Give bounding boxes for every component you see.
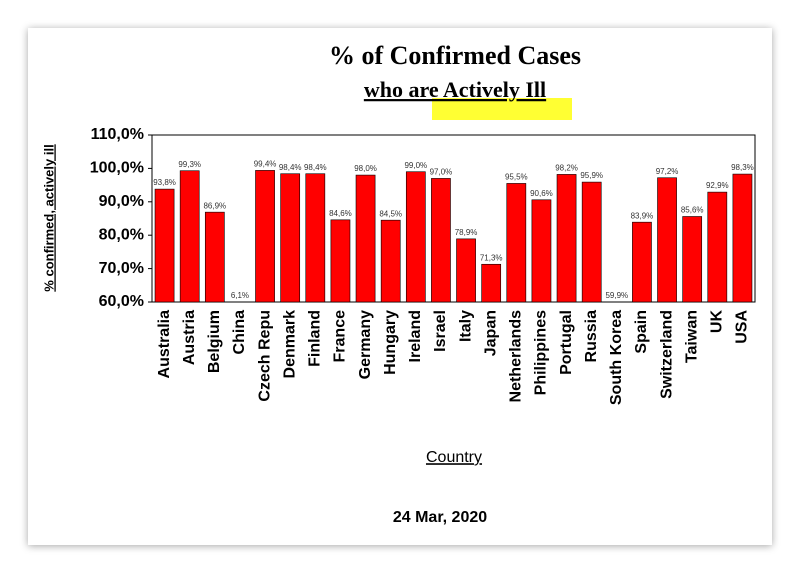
chart-subtitle: who are Actively Ill <box>364 77 546 102</box>
bar <box>732 173 753 303</box>
highlight <box>432 98 572 120</box>
x-tick-label: Philippines <box>533 310 550 395</box>
bar <box>204 211 225 303</box>
y-tick-label: 60,0% <box>99 293 144 310</box>
value-label: 90,6% <box>530 189 553 198</box>
x-tick-label: USA <box>734 310 751 344</box>
value-label: 84,5% <box>379 209 402 218</box>
date: 24 Mar, 2020 <box>393 509 487 526</box>
value-label: 86,9% <box>203 201 226 210</box>
y-tick-label: 110,0% <box>91 126 144 143</box>
bar <box>255 170 275 303</box>
bar <box>380 219 401 303</box>
x-tick-label: Australia <box>156 310 173 379</box>
bar <box>405 171 426 303</box>
value-label: 92,9% <box>706 181 729 190</box>
value-label: 98,4% <box>279 163 302 172</box>
x-tick-label: Spain <box>633 310 650 354</box>
bar <box>355 174 376 303</box>
y-tick-label: 90,0% <box>99 193 144 210</box>
x-tick-label: Hungary <box>382 310 399 375</box>
y-axis-label: % confirmed, actively ill <box>41 144 56 291</box>
value-label: 59,9% <box>605 291 628 300</box>
value-label: 95,5% <box>505 173 528 182</box>
value-label: 84,6% <box>329 209 352 218</box>
value-label: 6,1% <box>231 291 249 300</box>
x-tick-label: Denmark <box>281 310 298 379</box>
bar <box>657 177 677 303</box>
x-tick-label: France <box>332 310 349 363</box>
value-label: 98,0% <box>354 164 377 173</box>
x-tick-label: UK <box>709 310 726 334</box>
value-label: 97,0% <box>430 168 453 177</box>
bar <box>682 216 703 303</box>
value-label: 99,0% <box>404 161 427 170</box>
bar <box>330 219 351 303</box>
bar <box>154 188 175 303</box>
bar <box>707 191 728 303</box>
bar <box>305 173 326 303</box>
x-tick-label: Russia <box>583 310 600 363</box>
x-tick-label: Netherlands <box>508 310 525 403</box>
y-tick-label: 80,0% <box>99 226 144 243</box>
x-tick-label: Israel <box>432 310 449 352</box>
x-tick-label: China <box>231 310 248 355</box>
chart-title: % of Confirmed Cases <box>329 41 581 70</box>
value-label: 99,4% <box>254 160 277 169</box>
value-label: 83,9% <box>631 211 654 220</box>
value-label: 97,2% <box>656 167 679 176</box>
value-label: 98,2% <box>555 164 578 173</box>
x-tick-label: Czech Repu <box>256 310 273 402</box>
x-tick-label: Portugal <box>558 310 575 375</box>
value-label: 71,3% <box>480 253 503 262</box>
plot-border <box>151 134 756 303</box>
value-label: 78,9% <box>455 228 478 237</box>
value-label: 85,6% <box>681 206 704 215</box>
x-tick-label: Finland <box>307 310 324 367</box>
bar <box>531 199 552 303</box>
x-tick-label: Austria <box>181 310 198 365</box>
value-label: 98,3% <box>731 163 754 172</box>
bar <box>506 183 527 303</box>
x-tick-label: South Korea <box>608 310 625 405</box>
x-tick-label: Germany <box>357 310 374 379</box>
bar <box>456 238 476 303</box>
bar <box>581 181 602 303</box>
value-label: 99,3% <box>178 160 201 169</box>
x-tick-label: Switzerland <box>658 310 675 399</box>
bar <box>431 178 451 303</box>
value-label: 98,4% <box>304 163 327 172</box>
x-tick-label: Japan <box>482 310 499 356</box>
x-tick-label: Italy <box>457 310 474 342</box>
y-tick-label: 100,0% <box>90 160 144 177</box>
value-label: 95,9% <box>580 171 603 180</box>
bar <box>481 263 502 303</box>
bar <box>179 170 200 303</box>
x-axis-label: Country <box>426 449 482 466</box>
value-label: 93,8% <box>153 178 176 187</box>
x-tick-label: Ireland <box>407 310 424 362</box>
y-tick-label: 70,0% <box>99 260 144 277</box>
x-tick-label: Taiwan <box>683 310 700 363</box>
bar <box>632 221 652 303</box>
x-tick-label: Belgium <box>206 310 223 373</box>
bar <box>280 173 301 303</box>
bar <box>556 174 577 303</box>
